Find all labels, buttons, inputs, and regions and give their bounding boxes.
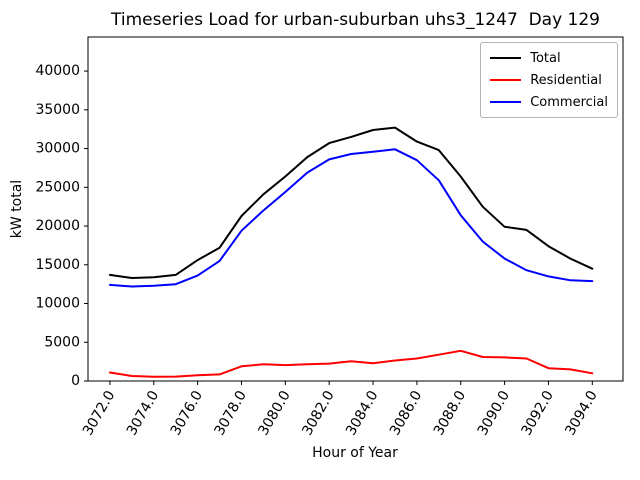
series-line-residential: [108, 349, 594, 378]
x-tick-label: 3078.0: [212, 388, 250, 438]
legend-line-sample: [490, 79, 522, 81]
x-tick-label: 3090.0: [475, 388, 513, 438]
legend: Total Residential Commercial: [480, 42, 618, 118]
legend-label: Residential: [530, 72, 602, 88]
x-tick-label: 3074.0: [124, 388, 162, 438]
series-line-commercial: [108, 148, 594, 288]
x-tick-label: 3084.0: [343, 388, 381, 438]
y-tick-label: 20000: [35, 218, 80, 234]
legend-label: Commercial: [530, 94, 608, 110]
legend-entry-total: Total: [490, 47, 608, 69]
legend-line-sample: [490, 101, 522, 103]
x-tick-label: 3080.0: [255, 388, 293, 438]
plot-area-border: [87, 36, 624, 382]
x-tick-label: 3072.0: [80, 388, 118, 438]
x-tick-label: 3092.0: [519, 388, 557, 438]
legend-entry-commercial: Commercial: [490, 91, 608, 113]
x-tick-label: 3082.0: [299, 388, 337, 438]
x-tick-label: 3086.0: [387, 388, 425, 438]
y-tick-label: 15000: [35, 257, 80, 273]
y-tick-label: 35000: [35, 102, 80, 118]
legend-line-sample: [490, 57, 522, 59]
y-tick-label: 30000: [35, 141, 80, 157]
legend-label: Total: [530, 50, 561, 66]
y-tick-label: 25000: [35, 179, 80, 195]
y-tick-label: 40000: [35, 63, 80, 79]
x-tick-label: 3094.0: [562, 388, 600, 438]
legend-entry-residential: Residential: [490, 69, 608, 91]
x-tick-label: 3076.0: [168, 388, 206, 438]
x-axis-label: Hour of Year: [312, 445, 398, 461]
x-tick-label: 3088.0: [431, 388, 469, 438]
y-tick-label: 10000: [35, 296, 80, 312]
y-tick-label: 0: [71, 373, 80, 389]
chart-title: Timeseries Load for urban-suburban uhs3_…: [111, 10, 600, 30]
series-line-total: [108, 126, 594, 279]
y-tick-label: 5000: [44, 334, 80, 350]
